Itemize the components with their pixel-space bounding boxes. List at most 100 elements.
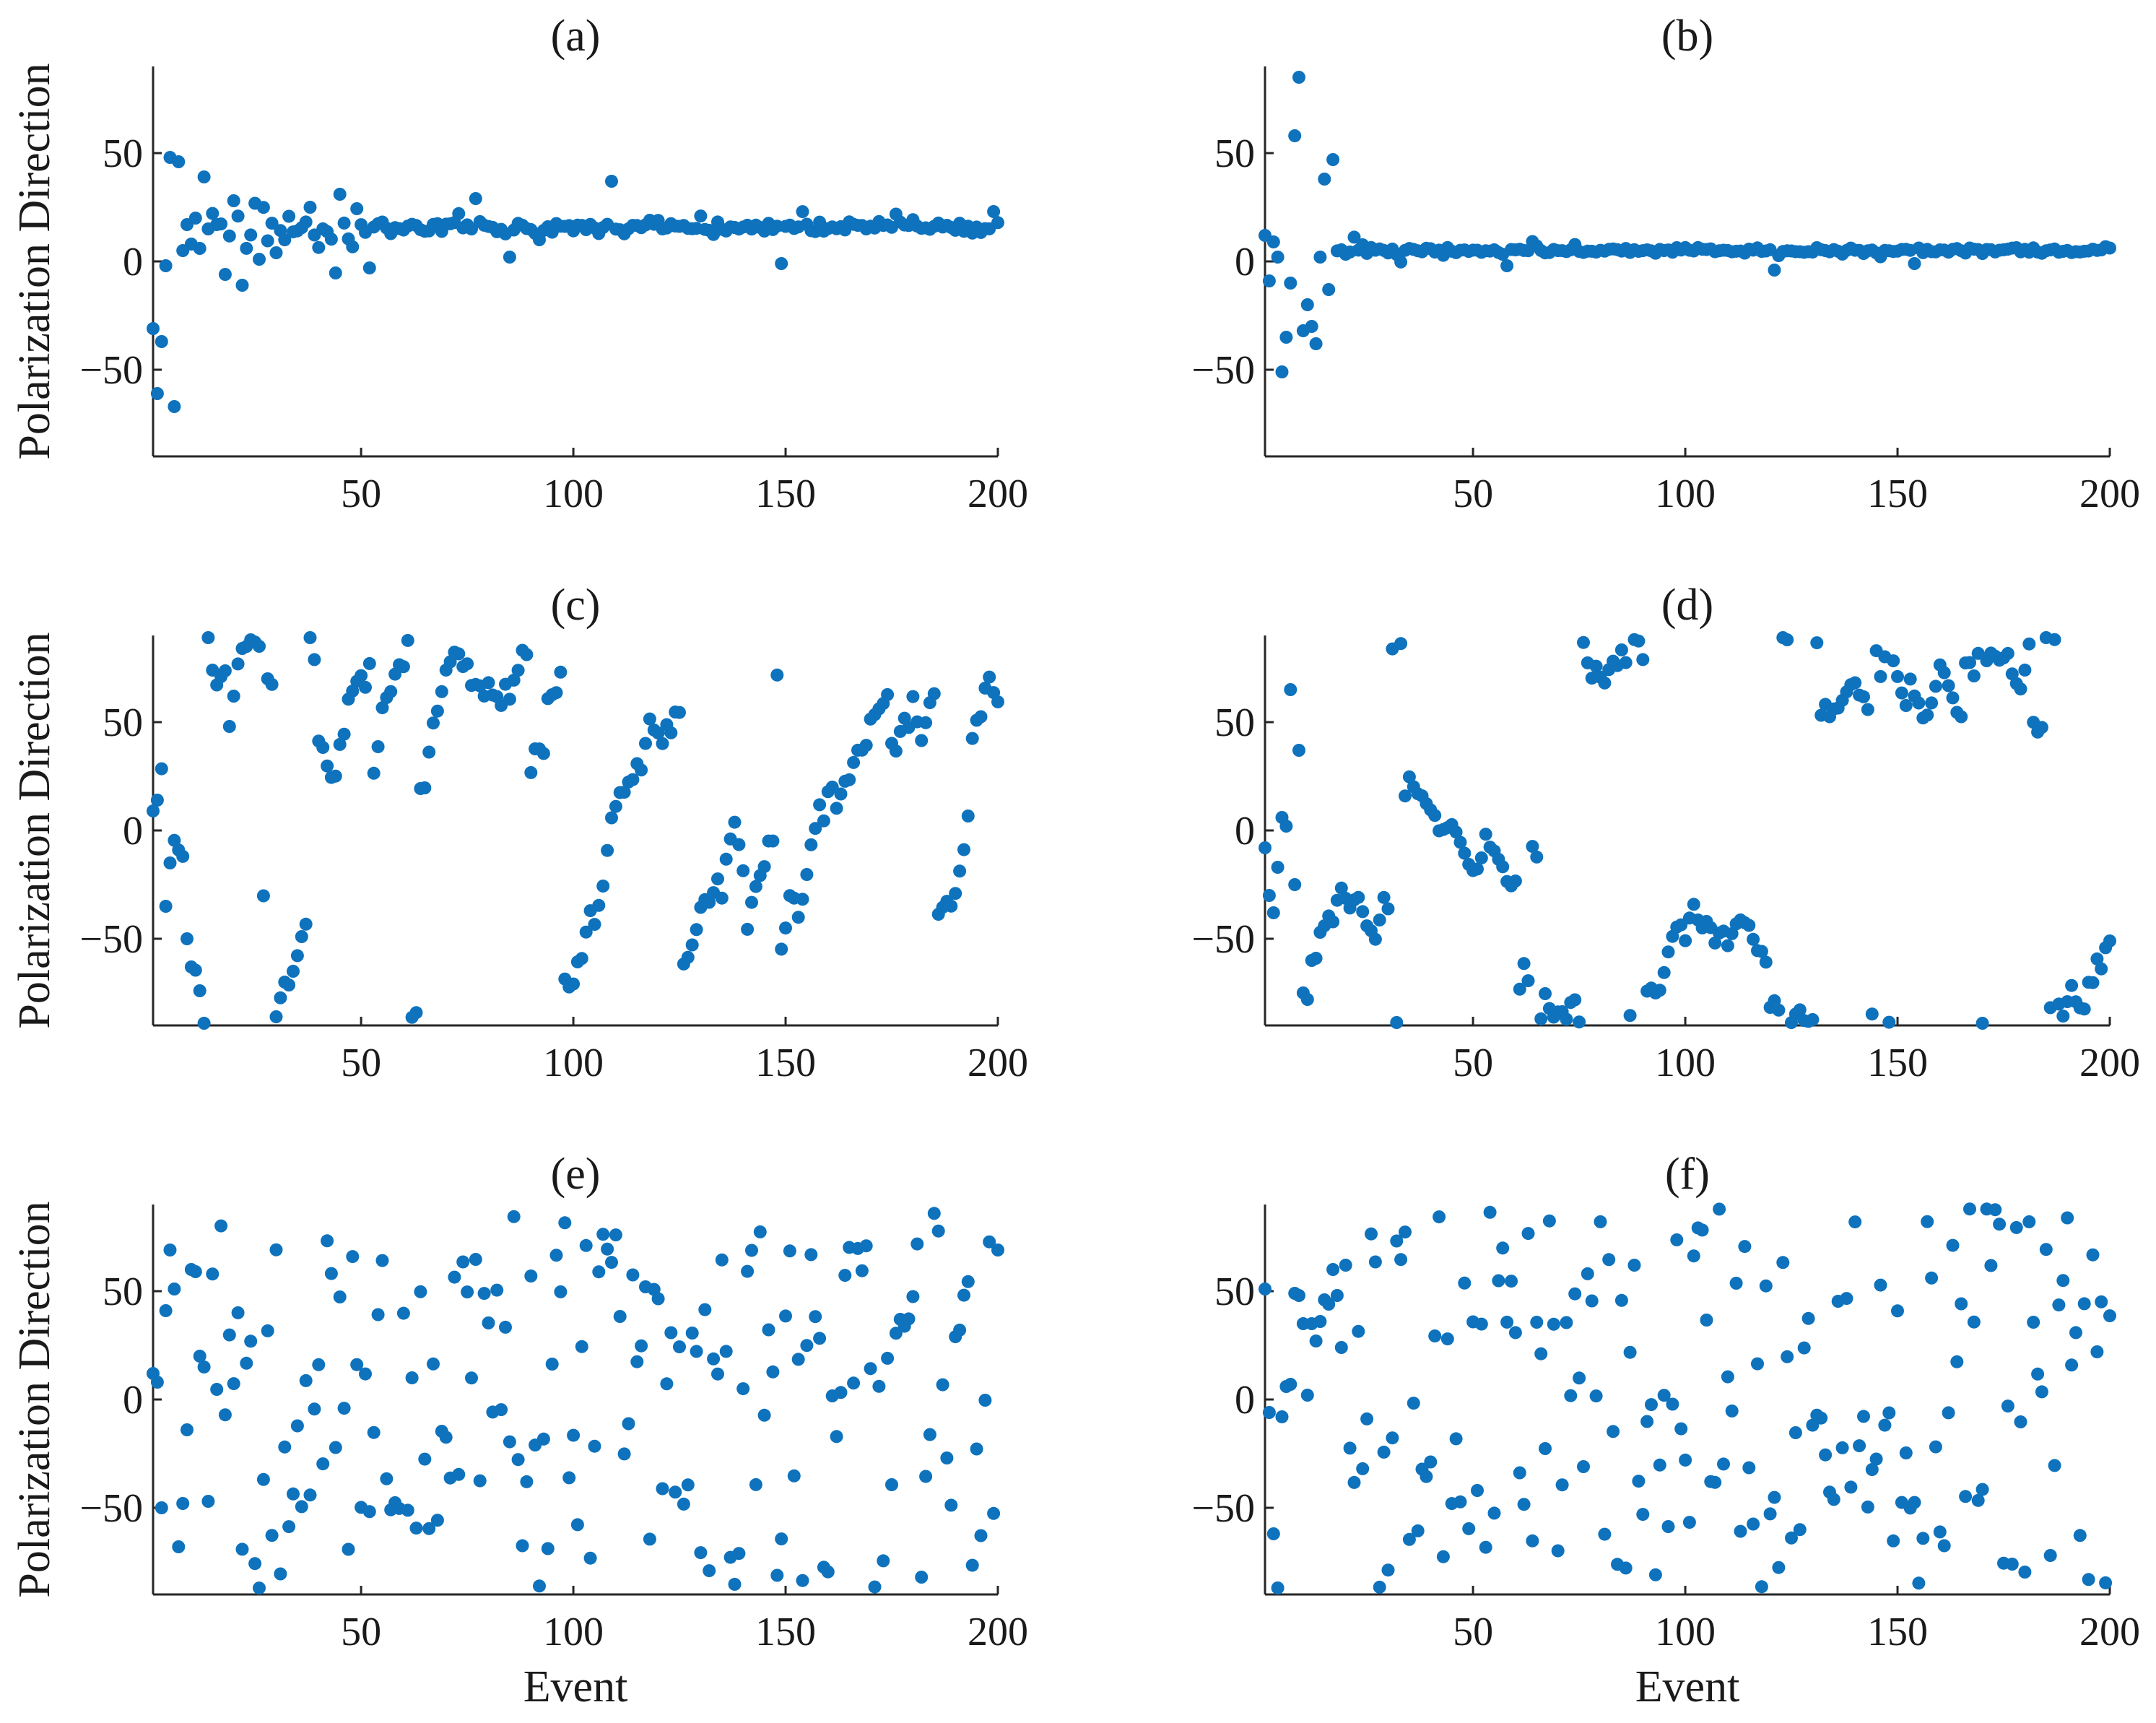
- data-point: [533, 1579, 546, 1593]
- data-point: [435, 685, 448, 698]
- data-point: [1713, 1202, 1726, 1216]
- data-point: [1271, 251, 1285, 264]
- data-point: [1513, 1466, 1526, 1480]
- data-point: [881, 687, 895, 701]
- data-point: [703, 895, 716, 909]
- data-point: [181, 1423, 194, 1436]
- data-point: [1887, 1534, 1900, 1548]
- data-point: [337, 727, 351, 741]
- data-point: [222, 720, 236, 733]
- data-point: [321, 759, 334, 773]
- data-point: [949, 887, 962, 900]
- data-point: [1619, 1561, 1633, 1575]
- data-point: [150, 1376, 164, 1389]
- data-point: [834, 787, 848, 801]
- x-tick-label: 100: [1655, 472, 1716, 516]
- y-tick-label: −50: [1191, 917, 1255, 962]
- y-tick-label: −50: [79, 348, 143, 393]
- data-point: [775, 942, 788, 956]
- data-point: [222, 229, 236, 243]
- data-point: [1262, 889, 1276, 902]
- data-point: [554, 665, 568, 679]
- data-point: [605, 1256, 618, 1270]
- data-point: [1640, 1415, 1654, 1428]
- data-point: [1788, 1426, 1802, 1439]
- data-point: [1534, 1347, 1548, 1360]
- data-point: [1479, 1540, 1492, 1554]
- data-point: [983, 1235, 996, 1249]
- data-point: [2048, 1459, 2061, 1472]
- data-point: [1687, 1249, 1700, 1263]
- data-point: [396, 660, 410, 674]
- data-point: [567, 977, 581, 991]
- data-point: [1840, 1292, 1853, 1306]
- x-tick-label: 50: [1453, 1041, 1493, 1085]
- data-point: [2031, 1367, 2045, 1381]
- data-point: [1594, 1215, 1607, 1228]
- data-point: [830, 802, 843, 815]
- data-point: [694, 209, 708, 223]
- data-point: [396, 1306, 410, 1320]
- data-point: [1483, 1205, 1497, 1219]
- data-point: [290, 1419, 304, 1433]
- data-point: [775, 257, 788, 270]
- panel-1: 50 100 150 200 −50 0 50 (b): [1191, 12, 2140, 516]
- data-point: [1768, 264, 1781, 277]
- data-point: [1916, 1532, 1930, 1545]
- data-point: [155, 335, 168, 348]
- data-point: [1309, 1334, 1323, 1347]
- data-point: [430, 704, 444, 718]
- data-point: [147, 804, 160, 817]
- data-point: [2065, 978, 2079, 992]
- data-point: [1971, 646, 1985, 660]
- data-point: [235, 1542, 249, 1556]
- data-point: [1721, 1370, 1734, 1384]
- data-point: [206, 1267, 219, 1281]
- data-point: [1738, 1240, 1752, 1254]
- data-point: [1373, 913, 1386, 926]
- data-point: [1933, 1525, 1947, 1539]
- x-tick-label: 200: [2079, 472, 2140, 516]
- data-point: [308, 653, 321, 667]
- data-point: [677, 1497, 690, 1511]
- data-point: [536, 1432, 550, 1446]
- data-point: [1648, 1568, 1662, 1581]
- data-point: [1577, 1460, 1590, 1473]
- data-point: [588, 918, 601, 932]
- data-point: [991, 695, 1004, 708]
- data-point: [499, 1320, 512, 1334]
- data-point: [342, 1542, 355, 1556]
- data-point: [1394, 1253, 1408, 1267]
- data-point: [1937, 666, 1951, 680]
- data-point: [1772, 1561, 1786, 1574]
- data-point: [605, 175, 618, 188]
- data-point: [719, 852, 733, 866]
- data-point: [418, 1452, 432, 1466]
- data-point: [707, 1352, 721, 1366]
- data-point: [427, 1357, 440, 1371]
- data-point: [1895, 686, 1908, 700]
- data-point: [1717, 1457, 1730, 1471]
- y-tick-label: −50: [1191, 348, 1255, 393]
- data-point: [745, 1244, 758, 1257]
- data-point: [685, 1327, 699, 1340]
- data-point: [1984, 1259, 1998, 1272]
- data-point: [333, 1290, 347, 1303]
- data-point: [1433, 1210, 1446, 1224]
- data-point: [448, 1270, 461, 1284]
- data-point: [1607, 1425, 1620, 1438]
- data-point: [762, 1323, 775, 1337]
- data-point: [2095, 1295, 2108, 1308]
- data-point: [2027, 1316, 2040, 1329]
- data-point: [669, 1485, 682, 1499]
- data-point: [2022, 1215, 2036, 1228]
- y-tick-label: −50: [79, 917, 143, 962]
- data-point: [503, 251, 516, 264]
- x-tick-label: 150: [755, 1610, 816, 1654]
- data-point: [1925, 1271, 1939, 1285]
- data-point: [2005, 1558, 2019, 1571]
- data-point: [507, 673, 521, 687]
- data-point: [877, 1554, 890, 1568]
- data-point: [936, 1378, 949, 1392]
- data-point: [329, 266, 342, 279]
